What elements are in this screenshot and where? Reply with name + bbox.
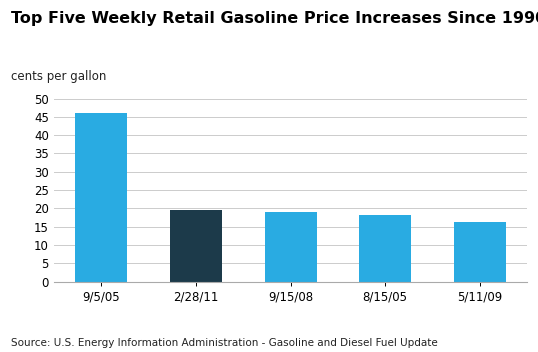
Bar [454, 222, 506, 282]
Text: Top Five Weekly Retail Gasoline Price Increases Since 1990: Top Five Weekly Retail Gasoline Price In… [11, 11, 538, 26]
Text: Source: U.S. Energy Information Administration - Gasoline and Diesel Fuel Update: Source: U.S. Energy Information Administ… [11, 339, 437, 348]
Bar [75, 113, 128, 282]
Bar [359, 215, 411, 282]
Bar [170, 210, 222, 282]
Bar [265, 212, 316, 282]
Text: cents per gallon: cents per gallon [11, 70, 106, 83]
